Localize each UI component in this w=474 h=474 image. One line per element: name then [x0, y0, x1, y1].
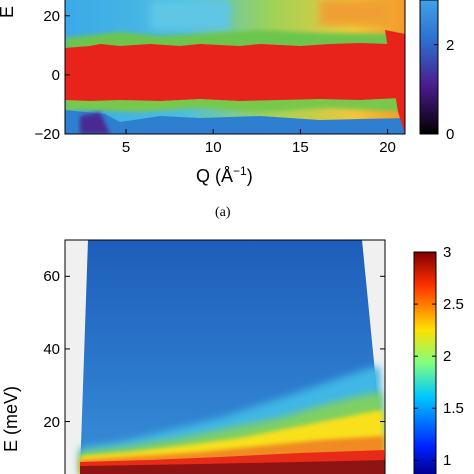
panel-b-colorbar-frame [413, 251, 437, 474]
panel-b-colorbar-tick-label: 1.5 [443, 400, 464, 418]
panel-a-x-tick-label: 20 [379, 139, 396, 156]
panel-a-low-energy-region [65, 110, 405, 134]
panel-a-colorbar-tick-label: 0 [446, 126, 455, 143]
panel-a-caption-text: (a) [215, 205, 231, 220]
panel-b-y-axis-title: E (meV) [1, 385, 21, 452]
panel-b-heatmap [65, 240, 385, 474]
panel-a-x-tick-label: 10 [204, 139, 222, 156]
panel-a-cyan-region [150, 0, 230, 30]
panel-a-elastic-band [65, 43, 400, 101]
panel-b-colorbar-ticks [414, 251, 436, 461]
panel-a-colorbar-tick-label: 2 [446, 36, 455, 54]
panel-a-x-ticks [125, 129, 389, 134]
panel-a-y-tick-label: −20 [34, 126, 60, 143]
panel-b-y-ticks [65, 275, 385, 423]
panel-a-y-axis-label: E ( [0, 0, 17, 18]
panel-b-colorbar [414, 252, 436, 474]
panel-b-y-tick-label: 20 [43, 413, 60, 431]
panel-a-x-label-unit: Å [221, 166, 234, 186]
panel-a-x-tick-label: 5 [121, 139, 131, 156]
panel-a-orange-region [320, 0, 390, 25]
panel-b-colorbar-tick-label: 1 [443, 452, 452, 470]
panel-a-caption: (a) [215, 205, 231, 221]
panel-a-y-axis-title: E ( [0, 0, 17, 18]
panel-a-frame [64, 0, 406, 135]
panel-b-colorbar-tick-label: 3 [443, 244, 452, 261]
panel-a-y-ticks [65, 15, 70, 135]
panel-a-x-label-base: Q ( [196, 166, 221, 186]
panel-a-x-label-exponent: −1 [233, 164, 247, 178]
panel-a-colorbar-frame [419, 0, 439, 135]
panel-a-colorbar [420, 0, 438, 134]
panel-a-edge-streak [385, 30, 405, 134]
panel-a-y-tick-label: 20 [43, 7, 60, 25]
panel-a-heatmap [65, 0, 405, 134]
panel-a-x-axis-title: Q (Å−1) [196, 162, 253, 185]
panel-b-colorbar-tick-label: 2.5 [443, 296, 464, 314]
panel-b-y-tick-label: 60 [43, 268, 60, 286]
panel-b-colorbar-tick-label: 2 [443, 348, 452, 366]
panel-a-y-tick-label: 0 [51, 66, 60, 84]
panel-a-x-tick-label: 15 [292, 139, 309, 156]
panel-a-colorbar-ticks [434, 44, 438, 135]
panel-a-dark-region [80, 112, 110, 134]
panel-b-frame [64, 239, 386, 474]
panel-b-elastic-band [80, 460, 385, 474]
panel-b-y-axis-label: E (meV) [1, 385, 21, 452]
panel-b-y-tick-label: 40 [43, 340, 60, 358]
panel-a-x-label-close: ) [246, 166, 253, 186]
